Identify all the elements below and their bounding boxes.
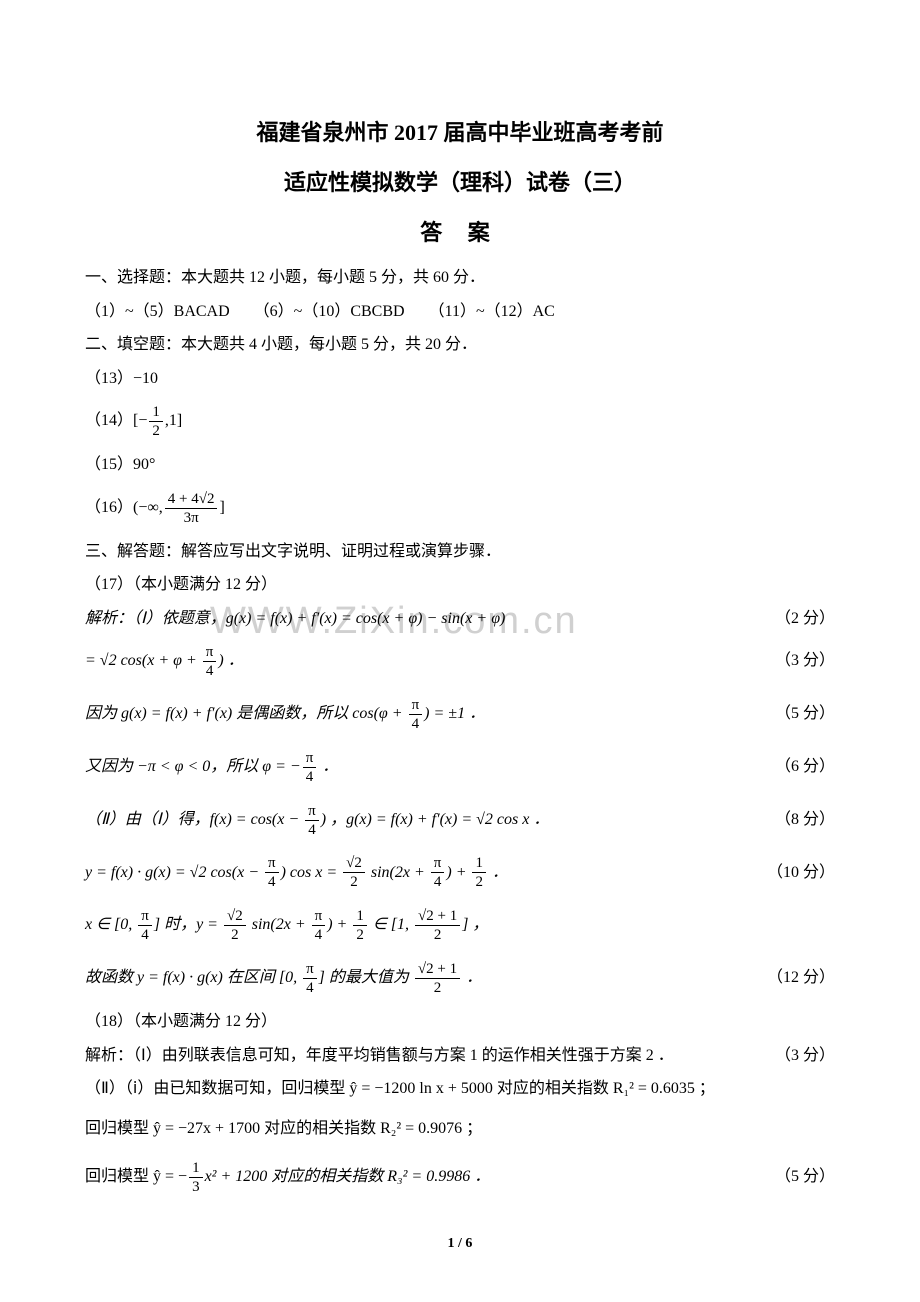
q18-l1-text: 解析：（Ⅰ）由列联表信息可知，年度平均销售额与方案 1 的运作相关性强于方案 2… xyxy=(85,1043,674,1069)
q18-line2: （Ⅱ）（ⅰ）由已知数据可知，回归模型 ŷ = −1200 ln x + 5000… xyxy=(85,1076,835,1102)
q17-line3: 因为 g(x) = f(x) + f′(x) 是偶函数，所以 cos(φ + π… xyxy=(85,692,835,737)
q18-l1-score: （3 分） xyxy=(775,1043,835,1069)
title-line-1: 福建省泉州市 2017 届高中毕业班高考考前 xyxy=(85,115,835,147)
q16-frac: 4 + 4√23π xyxy=(165,490,218,527)
q17-line6: y = f(x) · g(x) = √2 cos(x − π4) cos x =… xyxy=(85,851,835,896)
q18-line1: 解析：（Ⅰ）由列联表信息可知，年度平均销售额与方案 1 的运作相关性强于方案 2… xyxy=(85,1043,835,1069)
section1-heading: 一、选择题：本大题共 12 小题，每小题 5 分，共 60 分． xyxy=(85,265,835,291)
q17-l5-after: ) ，g(x) = f(x) + f′(x) = √2 cos x ． xyxy=(321,811,550,828)
q15-answer: （15）90° xyxy=(85,452,835,478)
q17-line2: = √2 cos(x + φ + π4) ． （3 分） xyxy=(85,639,835,684)
q14-label: （14） xyxy=(85,412,133,429)
q15-label: （15） xyxy=(85,456,133,473)
page-number: 1 / 6 xyxy=(0,1236,920,1252)
q14-answer: （14）[−12,1] xyxy=(85,399,835,444)
q15-value: 90° xyxy=(133,456,155,473)
title-line-2: 适应性模拟数学（理科）试卷（三） xyxy=(85,165,835,197)
q17-l4-before: 又因为 −π < φ < 0，所以 φ = − xyxy=(85,758,301,775)
q18-head: （18）（本小题满分 12 分） xyxy=(85,1009,835,1035)
q17-l4-after: ． xyxy=(318,758,338,775)
q17-line4: 又因为 −π < φ < 0，所以 φ = −π4 ． （6 分） xyxy=(85,745,835,790)
q17-l3-after: ) = ±1 ． xyxy=(424,705,485,722)
q18-line3: 回归模型 ŷ = −27x + 1700 对应的相关指数 R₂² = 0.907… xyxy=(85,1116,835,1142)
q17-l1-text: 解析：（Ⅰ）依题意，g(x) = f(x) + f′(x) = cos(x + … xyxy=(85,606,505,632)
q17-l2-after: ) ． xyxy=(218,652,243,669)
document-content: 福建省泉州市 2017 届高中毕业班高考考前 适应性模拟数学（理科）试卷（三） … xyxy=(85,115,835,1200)
q16-answer: （16）(−∞,4 + 4√23π] xyxy=(85,486,835,531)
q14-after: ,1] xyxy=(165,412,182,429)
section2-heading: 二、填空题：本大题共 4 小题，每小题 5 分，共 20 分． xyxy=(85,332,835,358)
q17-l5-before: （Ⅱ）由（Ⅰ）得，f(x) = cos(x − xyxy=(85,811,303,828)
multiple-choice-answers: （1）~（5）BACAD （6）~（10）CBCBD （11）~（12）AC xyxy=(85,299,835,325)
q17-l3-score: （5 分） xyxy=(775,692,835,737)
q17-head: （17）（本小题满分 12 分） xyxy=(85,572,835,598)
q17-l8-score: （12 分） xyxy=(767,956,835,1001)
q17-line8: 故函数 y = f(x) · g(x) 在区间 [0, π4] 的最大值为 √2… xyxy=(85,956,835,1001)
q17-l4-frac: π4 xyxy=(303,749,317,786)
q17-l3-before: 因为 g(x) = f(x) + f′(x) 是偶函数，所以 cos(φ + xyxy=(85,705,407,722)
q18-line4: 回归模型 ŷ = −13x² + 1200 对应的相关指数 R₃² = 0.99… xyxy=(85,1155,835,1200)
q14-before: [− xyxy=(133,412,147,429)
q17-line7: x ∈ [0, π4] 时，y = √22 sin(2x + π4) + 12 … xyxy=(85,903,835,948)
q17-l2-before: = √2 cos(x + φ + xyxy=(85,652,201,669)
q16-label: （16） xyxy=(85,499,133,516)
q17-l2-frac: π4 xyxy=(203,643,217,680)
q17-l1-score: （2 分） xyxy=(775,606,835,632)
q17-l3-frac: π4 xyxy=(409,696,423,733)
q17-l4-score: （6 分） xyxy=(775,745,835,790)
q17-line5: （Ⅱ）由（Ⅰ）得，f(x) = cos(x − π4) ，g(x) = f(x)… xyxy=(85,798,835,843)
q13-answer: （13）−10 xyxy=(85,366,835,392)
answer-label: 答 案 xyxy=(85,215,835,247)
q18-l4-score: （5 分） xyxy=(775,1155,835,1200)
q17-l6-score: （10 分） xyxy=(767,851,835,896)
q14-frac: 12 xyxy=(149,403,163,440)
section3-heading: 三、解答题：解答应写出文字说明、证明过程或演算步骤． xyxy=(85,539,835,565)
q13-value: −10 xyxy=(133,370,158,387)
q17-line1: 解析：（Ⅰ）依题意，g(x) = f(x) + f′(x) = cos(x + … xyxy=(85,606,835,632)
q17-l2-score: （3 分） xyxy=(775,639,835,684)
q16-after: ] xyxy=(219,499,224,516)
q17-l5-score: （8 分） xyxy=(775,798,835,843)
q17-l5-frac: π4 xyxy=(305,802,319,839)
q16-before: (−∞, xyxy=(133,499,163,516)
q13-label: （13） xyxy=(85,370,133,387)
